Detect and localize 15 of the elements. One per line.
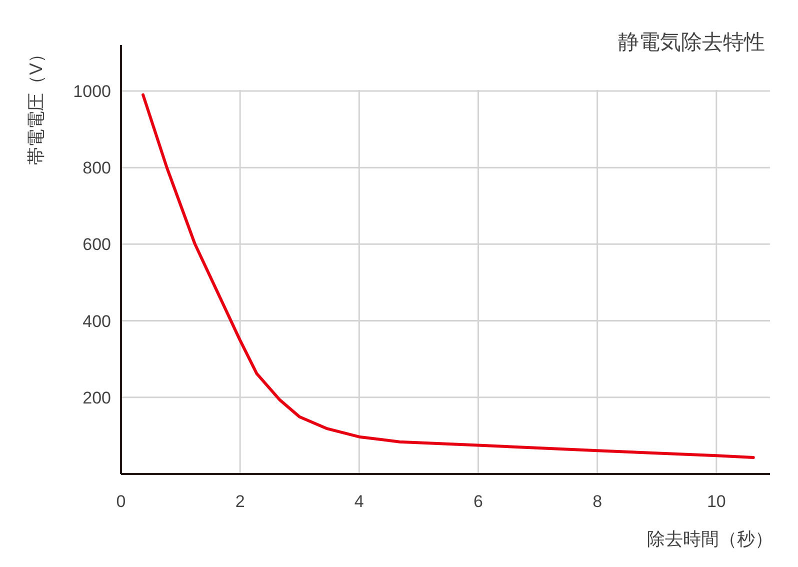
line-series [142, 93, 755, 460]
y-tick-label: 800 [82, 158, 111, 178]
chart-title: 静電気除去特性 [618, 31, 765, 54]
x-tick-label: 10 [706, 492, 726, 511]
x-axis-title: 除去時間（秒） [647, 529, 773, 549]
y-axis-title: 帯電電圧（V） [26, 45, 46, 166]
y-tick-label: 600 [82, 235, 111, 254]
x-tick-label: 2 [235, 492, 245, 511]
y-tick-label: 400 [82, 312, 111, 331]
y-tick-label: 1000 [73, 82, 111, 101]
x-tick-label: 8 [592, 492, 602, 511]
x-tick-label: 6 [474, 492, 483, 511]
y-tick-label: 200 [82, 388, 111, 408]
x-tick-label: 4 [354, 492, 364, 511]
x-tick-label: 0 [116, 492, 126, 511]
